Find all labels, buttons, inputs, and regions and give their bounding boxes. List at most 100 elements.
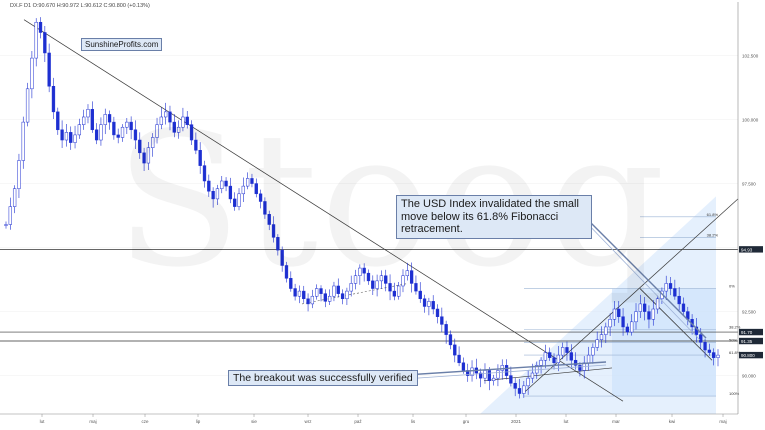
usd-index-arrow-shadow [581, 217, 701, 341]
candle-body [233, 198, 237, 207]
candle-body [271, 224, 276, 238]
candle-body [194, 139, 198, 151]
candle-body [621, 316, 625, 328]
candle-body [211, 190, 215, 200]
candle-body [522, 385, 526, 394]
candle-body [146, 147, 151, 164]
x-tick-label: kwi [669, 419, 676, 424]
candle-body [608, 319, 612, 328]
candle-body [647, 311, 651, 320]
candle-body [202, 165, 207, 182]
breakout-arrow [389, 361, 607, 377]
candle-body [310, 295, 315, 305]
candle-body [371, 280, 375, 289]
candle-body [340, 293, 345, 300]
candle-body [289, 278, 293, 289]
candle-body [397, 285, 401, 297]
candle-body [263, 201, 267, 215]
candle-body [224, 180, 228, 187]
candle-body [539, 359, 543, 366]
candle-body [496, 370, 500, 379]
candle-body [375, 280, 379, 289]
candle-body [504, 365, 509, 376]
candle-body [703, 342, 707, 351]
candle-body [673, 288, 677, 297]
price-tag-box [739, 246, 763, 253]
price-tag-label: 91.70 [741, 330, 753, 335]
candle-body [90, 109, 94, 131]
candle-body [159, 116, 163, 125]
y-tick-label: 100.000 [742, 118, 759, 123]
candle-body [362, 267, 366, 274]
price-tag-label: 91.35 [741, 339, 753, 344]
candle-body [500, 365, 504, 371]
candle-body [280, 249, 284, 266]
candle-body [561, 347, 565, 356]
candle-body [258, 193, 263, 202]
candle-body [116, 134, 120, 138]
candle-body [435, 308, 440, 317]
candle-body [284, 265, 289, 279]
price-tag-box [739, 337, 763, 345]
price-tag-label: 94.93 [741, 247, 753, 252]
candle-body [634, 311, 638, 323]
candle-body [668, 283, 673, 289]
candle-body [530, 372, 535, 379]
candle-body [716, 354, 720, 358]
candle-body [384, 275, 388, 284]
x-axis: lut maj cze lip sie wrz paź lis gru 2021 lut mar kwi… [0, 413, 738, 424]
x-tick-label: maj [89, 419, 96, 424]
candle-body [168, 111, 172, 123]
candle-body [664, 283, 668, 292]
candle-body [4, 224, 8, 226]
candle-body [655, 298, 660, 310]
candle-body [513, 383, 517, 389]
candle-body [164, 111, 168, 118]
fibonacci-levels: 0% 38.2% 50% 61.8% 100% 61.8% 38.2% [524, 212, 741, 397]
candle-body [185, 116, 189, 125]
candle-body [336, 285, 340, 294]
candle-body [12, 188, 17, 207]
candle-body [82, 116, 86, 125]
candle-body [349, 283, 353, 292]
candle-body [604, 326, 608, 335]
neckline-lower [483, 367, 613, 382]
fib-level-label: 61.8% [707, 212, 719, 217]
candle-body [297, 290, 302, 297]
candle-body [133, 129, 138, 141]
candle-body [569, 352, 573, 361]
candle-body [21, 121, 25, 161]
candle-body [461, 362, 466, 371]
candle-body [388, 283, 392, 292]
candle-body [94, 129, 99, 141]
x-tick-label: lut [564, 419, 570, 424]
candle-body [267, 214, 271, 225]
x-tick-label: sie [251, 419, 257, 424]
candle-body [453, 344, 457, 356]
candle-body [43, 32, 47, 54]
candle-body [245, 178, 250, 187]
price-tags: 94.93 91.70 91.35 90.800 [739, 246, 763, 359]
candle-body [142, 152, 146, 164]
candle-body [448, 334, 453, 346]
annotation-breakout: The breakout was successfully verified [228, 370, 418, 387]
candle-body [707, 349, 712, 353]
y-axis: 90.00092.50095.00097.500100.000102.50010… [737, 2, 759, 414]
x-tick-label: mar [612, 419, 620, 424]
candle-body [293, 288, 297, 297]
candle-body [617, 308, 621, 317]
y-tick-label: 90.000 [742, 374, 756, 379]
candle-body [207, 180, 211, 192]
candle-body [595, 339, 599, 348]
x-tick-label: paź [354, 419, 362, 424]
candle-body [228, 185, 233, 200]
candle-body [86, 109, 90, 118]
candle-body [30, 57, 34, 90]
candle-body [172, 121, 176, 133]
candle-body [440, 316, 444, 325]
candle-body [345, 290, 349, 300]
candle-body [612, 308, 617, 320]
candle-body [405, 270, 409, 276]
x-tick-label: wrz [305, 419, 313, 424]
